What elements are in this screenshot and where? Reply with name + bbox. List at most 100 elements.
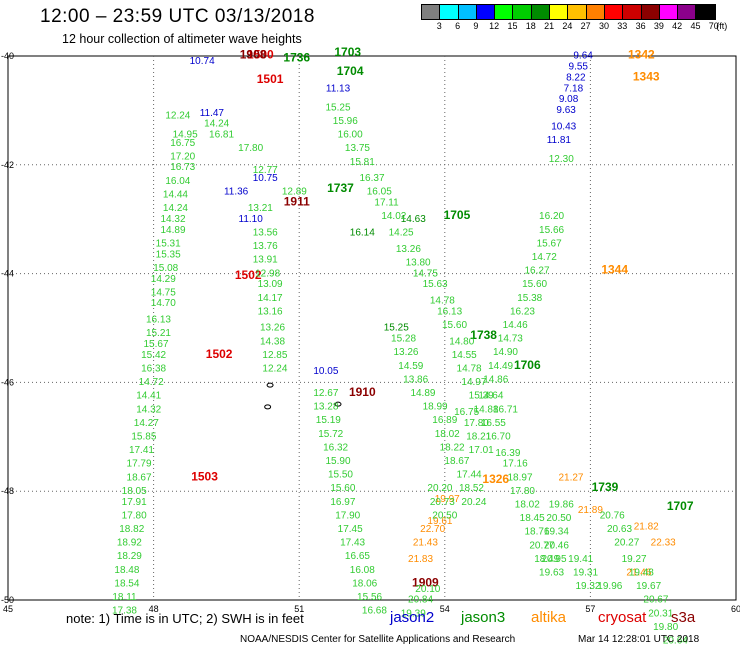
pass-time-label: 1343 (633, 69, 660, 83)
swh-value-label: 20.50 (546, 513, 571, 524)
swh-value-label: 13.91 (253, 255, 278, 266)
swh-value-label: 9.08 (559, 94, 579, 105)
swh-value-label: 16.75 (170, 138, 195, 149)
swh-value-label: 19.61 (427, 516, 452, 527)
pass-time-label: 1344 (601, 263, 628, 277)
swh-value-label: 18.05 (122, 486, 147, 497)
swh-value-label: 12.24 (262, 364, 287, 375)
swh-value-label: 17.41 (129, 445, 154, 456)
swh-value-label: 13.26 (396, 244, 421, 255)
x-tick-label: 54 (440, 604, 450, 614)
swh-value-label: 12.98 (255, 268, 280, 279)
x-tick-label: 57 (585, 604, 595, 614)
swh-value-label: 13.16 (258, 306, 283, 317)
swh-value-label: 14.41 (136, 391, 161, 402)
swh-value-label: 18.48 (114, 565, 139, 576)
swh-value-label: 17.44 (457, 470, 482, 481)
pass-time-label: 1705 (444, 208, 471, 222)
swh-value-label: 20.67 (643, 595, 668, 606)
y-tick-label: -50 (1, 595, 14, 605)
swh-value-label: 19.32 (575, 581, 600, 592)
swh-value-label: 13.80 (406, 257, 431, 268)
swh-value-label: 16.38 (141, 364, 166, 375)
pass-time-label: 1501 (257, 72, 284, 86)
legend-swatch (641, 5, 660, 19)
legend-unit-label: (ft) (716, 21, 728, 31)
swh-value-label: 19.67 (636, 581, 661, 592)
swh-value-label: 9.64 (573, 51, 593, 62)
swh-value-label: 15.31 (156, 238, 181, 249)
legend-tick-label: 15 (507, 21, 518, 31)
legend-swatch (476, 5, 496, 19)
swh-value-label: 15.38 (517, 293, 542, 304)
y-tick-label: -42 (1, 160, 14, 170)
legend-tick-label: 18 (525, 21, 536, 31)
swh-value-label: 10.05 (313, 366, 338, 377)
swh-value-label: 12.85 (262, 350, 287, 361)
swh-value-label: 16.05 (367, 187, 392, 198)
legend-swatch (495, 5, 514, 19)
swh-value-label: 18.22 (440, 442, 465, 453)
swh-value-label: 20.46 (544, 540, 569, 551)
swh-value-label: 18.92 (117, 538, 142, 549)
swh-value-label: 19.97 (435, 494, 460, 505)
swh-value-label: 14.24 (204, 119, 229, 130)
swh-value-label: 18.97 (508, 472, 533, 483)
x-tick-label: 60 (731, 604, 740, 614)
swh-value-label: 18.82 (119, 524, 144, 535)
legend-tick-label: 45 (690, 21, 701, 31)
swh-value-label: 19.48 (629, 568, 654, 579)
swh-value-label: 20.76 (600, 510, 625, 521)
swh-value-label: 13.86 (403, 374, 428, 385)
chart-title: 12:00 – 23:59 UTC 03/13/2018 (40, 6, 315, 27)
swh-value-label: 13.56 (253, 228, 278, 239)
swh-value-label: 16.04 (165, 176, 190, 187)
swh-value-label: 14.75 (413, 268, 438, 279)
pass-time-label: 1707 (667, 499, 694, 513)
swh-value-label: 20.95 (541, 554, 566, 565)
swh-value-label: 14.02 (381, 211, 406, 222)
legend-tick-label: 6 (455, 21, 461, 31)
swh-value-label: 20.20 (427, 483, 452, 494)
swh-value-label: 11.47 (200, 108, 225, 119)
swh-value-label: 14.44 (163, 189, 188, 200)
swh-value-label: 18.76 (524, 527, 549, 538)
pass-time-label: 1739 (592, 480, 619, 494)
swh-value-label: 16.27 (524, 266, 549, 277)
mission-label-altika: altika (531, 609, 567, 626)
swh-value-label: 14.29 (151, 274, 176, 285)
legend-swatch (422, 5, 441, 19)
swh-value-label: 17.45 (338, 524, 363, 535)
swh-value-label: 17.80 (238, 143, 263, 154)
credit-text: NOAA/NESDIS Center for Satellite Applica… (240, 634, 516, 645)
legend-tick-label: 36 (635, 21, 646, 31)
legend-swatch (513, 5, 532, 19)
swh-value-label: 18.52 (459, 483, 484, 494)
island-outline (264, 404, 272, 410)
swh-value-label: 16.97 (330, 497, 355, 508)
swh-value-label: 18.02 (435, 429, 460, 440)
swh-value-label: 19.31 (573, 568, 598, 579)
mission-label-jason3: jason3 (461, 609, 506, 626)
swh-value-label: 13.75 (345, 143, 370, 154)
legend-tick-label: 39 (653, 21, 664, 31)
swh-value-label: 16.81 (209, 130, 234, 141)
swh-value-label: 14.49 (488, 361, 513, 372)
swh-value-label: 18.99 (423, 402, 448, 413)
legend-swatch (458, 5, 477, 19)
legend-tick-label: 33 (617, 21, 628, 31)
legend-swatch (440, 5, 459, 19)
legend-swatch (531, 5, 551, 19)
swh-value-label: 14.27 (134, 418, 159, 429)
swh-value-label: 14.86 (483, 374, 508, 385)
swh-value-label: 12.24 (165, 111, 190, 122)
swh-value-label: 16.70 (486, 432, 511, 443)
swh-value-label: 17.80 (122, 510, 147, 521)
swh-value-label: 16.37 (359, 173, 384, 184)
swh-value-label: 14.80 (449, 336, 474, 347)
swh-value-label: 17.90 (335, 510, 360, 521)
swh-value-label: 11.13 (326, 83, 351, 94)
swh-value-label: 21.83 (408, 554, 433, 565)
swh-value-label: 12.77 (253, 165, 278, 176)
pass-time-label: 1738 (470, 328, 497, 342)
